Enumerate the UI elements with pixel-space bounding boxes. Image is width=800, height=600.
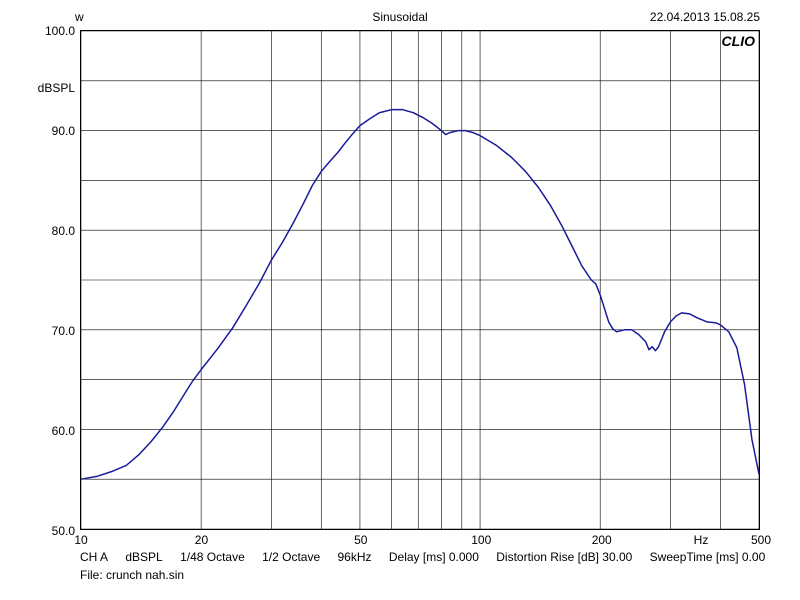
footer-sweep: SweepTime [ms] 0.00: [650, 550, 766, 564]
footer-file-label: File:: [80, 568, 103, 582]
response-curve: [81, 110, 759, 480]
footer-file-value: crunch nah.sin: [106, 568, 184, 582]
y-axis-unit: dBSPL: [38, 81, 75, 95]
x-tick-label: 10: [74, 533, 87, 547]
footer: CH A dBSPL 1/48 Octave 1/2 Octave 96kHz …: [80, 550, 780, 582]
x-tick-label: 500: [751, 533, 771, 547]
footer-res1: 1/48 Octave: [180, 550, 245, 564]
y-tick-label: 50.0: [52, 524, 75, 538]
footer-line-2: File: crunch nah.sin: [80, 568, 780, 582]
footer-unit: dBSPL: [125, 550, 162, 564]
footer-res2: 1/2 Octave: [262, 550, 320, 564]
header-left-label: w: [75, 10, 84, 24]
footer-channel: CH A: [80, 550, 108, 564]
chart-container: w Sinusoidal 22.04.2013 15.08.25 CLIO dB…: [0, 0, 800, 600]
header-title: Sinusoidal: [372, 10, 427, 24]
y-tick-label: 100.0: [45, 24, 75, 38]
plot-area: CLIO dBSPL Hz 50.060.070.080.090.0100.01…: [80, 30, 760, 530]
y-tick-label: 60.0: [52, 424, 75, 438]
footer-line-1: CH A dBSPL 1/48 Octave 1/2 Octave 96kHz …: [80, 550, 780, 564]
x-tick-label: 50: [354, 533, 367, 547]
header: w Sinusoidal 22.04.2013 15.08.25: [0, 10, 800, 28]
x-tick-label: 200: [592, 533, 612, 547]
x-tick-label: 100: [471, 533, 491, 547]
y-tick-label: 70.0: [52, 324, 75, 338]
footer-distortion: Distortion Rise [dB] 30.00: [496, 550, 632, 564]
y-tick-label: 80.0: [52, 224, 75, 238]
x-tick-label: 20: [195, 533, 208, 547]
y-tick-label: 90.0: [52, 124, 75, 138]
footer-delay: Delay [ms] 0.000: [389, 550, 479, 564]
footer-samplerate: 96kHz: [338, 550, 372, 564]
header-timestamp: 22.04.2013 15.08.25: [650, 10, 760, 24]
curve-layer: [81, 31, 759, 529]
x-axis-unit: Hz: [694, 533, 709, 547]
